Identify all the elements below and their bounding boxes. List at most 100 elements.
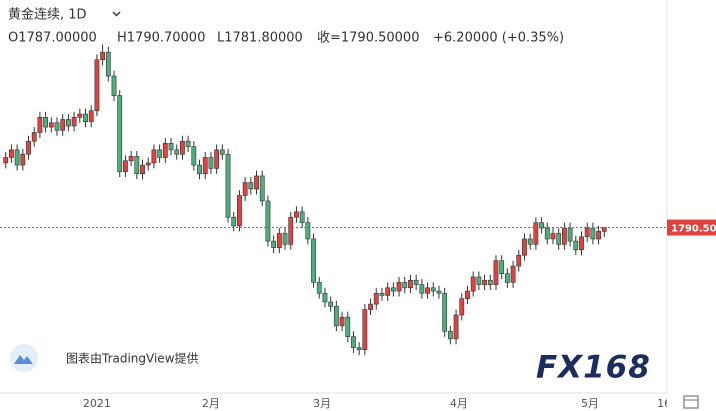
candle-body xyxy=(311,238,316,283)
x-tick-label: 16 xyxy=(657,397,671,410)
candle-body xyxy=(157,149,163,158)
candle-body xyxy=(596,231,601,240)
tv-logo xyxy=(10,344,38,372)
candle-body xyxy=(54,122,60,131)
x-tick-label: 4月 xyxy=(450,397,468,410)
last-price-label: 1790.50 xyxy=(671,224,716,235)
ohlc-change: +6.20000 (+0.35%) xyxy=(433,31,564,46)
candle-body xyxy=(83,113,88,122)
candle-body xyxy=(368,303,373,310)
candle-body xyxy=(579,236,584,251)
candle-body xyxy=(231,216,237,227)
candle-body xyxy=(174,149,180,155)
candle-body xyxy=(527,238,533,245)
chevron-icon[interactable] xyxy=(112,11,121,17)
candle-body xyxy=(71,117,77,127)
candle-body xyxy=(219,149,225,155)
candle-body xyxy=(470,276,476,292)
candle-body xyxy=(459,298,465,316)
candle-body xyxy=(499,260,505,274)
candle-body xyxy=(550,233,556,240)
settings-icon[interactable] xyxy=(683,395,699,409)
candle-body xyxy=(265,200,271,242)
candle-body xyxy=(299,211,305,223)
candle-body xyxy=(276,233,282,248)
candle-body xyxy=(385,287,391,296)
candle-body xyxy=(567,227,573,242)
candle-body xyxy=(356,347,362,351)
candle-body xyxy=(573,240,579,251)
candle-body xyxy=(77,113,83,118)
fx168-logo: FX168 xyxy=(536,350,651,386)
ohlc-high: H1790.70000 xyxy=(117,31,205,46)
candle-body xyxy=(20,153,26,166)
candle-body xyxy=(316,282,322,294)
candle-body xyxy=(362,309,368,351)
last-price-box xyxy=(667,219,716,236)
candle-body xyxy=(117,95,123,172)
plot-area xyxy=(0,44,667,356)
candle-body xyxy=(408,279,413,289)
candle-body xyxy=(436,290,442,294)
candle-body xyxy=(430,287,436,292)
candle-body xyxy=(282,233,288,245)
candle-body xyxy=(26,140,31,155)
candle-body xyxy=(123,160,128,172)
candle-body xyxy=(544,227,550,240)
candle-body xyxy=(442,292,448,332)
candle-body xyxy=(60,119,66,131)
candle-body xyxy=(373,292,379,305)
candle-body xyxy=(31,132,37,142)
candle-body xyxy=(465,290,470,299)
candle-body xyxy=(584,227,590,238)
candle-body xyxy=(259,175,265,202)
candle-body xyxy=(185,140,191,147)
candle-body xyxy=(248,182,254,190)
candle-body xyxy=(94,59,100,112)
candle-body xyxy=(128,156,134,162)
candle-body xyxy=(208,157,214,169)
candle-body xyxy=(66,119,71,127)
candle-body xyxy=(345,316,351,337)
candle-body xyxy=(288,216,294,245)
candle-body xyxy=(191,146,197,166)
candle-body xyxy=(271,240,277,248)
candle-body xyxy=(140,164,145,175)
candle-body xyxy=(237,195,242,227)
candle-body xyxy=(180,140,185,155)
symbol-title[interactable]: 黄金连续, 1D xyxy=(8,7,87,23)
candle-body xyxy=(379,292,385,296)
candle-body xyxy=(476,276,482,285)
candle-body xyxy=(214,149,220,169)
candle-body xyxy=(561,227,567,245)
candle-body xyxy=(145,162,151,166)
candle-body xyxy=(510,265,516,283)
candle-body xyxy=(533,222,539,245)
ohlc-close: 收=1790.50000 xyxy=(317,31,419,46)
candle-body xyxy=(9,149,14,158)
candle-body xyxy=(590,227,596,240)
candle-body xyxy=(111,75,117,96)
candle-body xyxy=(37,117,43,133)
x-tick-label: 2021 xyxy=(83,397,111,410)
candle-body xyxy=(539,222,544,229)
candle-body xyxy=(487,279,493,285)
candle-body xyxy=(556,233,562,245)
x-axis: 2021 2月 3月 4月 5月 16 xyxy=(83,397,671,410)
ohlc-low: L1781.80000 xyxy=(217,31,303,46)
candle-body xyxy=(305,222,311,240)
candle-body xyxy=(328,301,334,307)
candle-body xyxy=(390,287,396,292)
candle-body xyxy=(134,156,140,175)
candle-body xyxy=(396,282,402,292)
x-tick-label: 2月 xyxy=(202,397,220,410)
candle-body xyxy=(425,287,430,294)
candle-body xyxy=(162,143,168,158)
candle-body xyxy=(294,211,299,218)
candle-body xyxy=(413,279,419,285)
candle-body xyxy=(202,157,208,175)
candle-body xyxy=(516,254,522,267)
candle-body xyxy=(601,227,607,232)
candle-body xyxy=(522,238,527,256)
